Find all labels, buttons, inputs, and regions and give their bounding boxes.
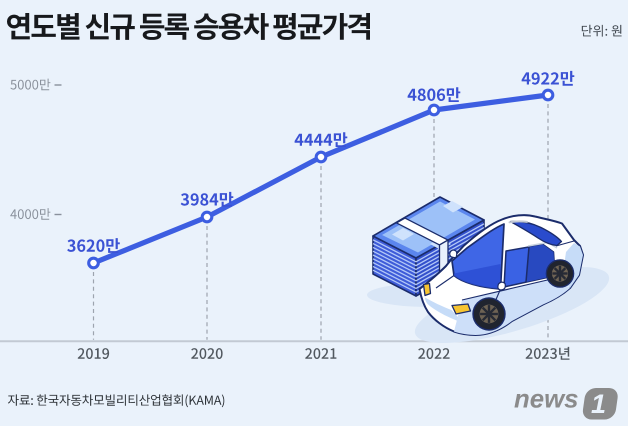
svg-text:news: news <box>514 386 579 414</box>
svg-text:1: 1 <box>591 389 606 419</box>
